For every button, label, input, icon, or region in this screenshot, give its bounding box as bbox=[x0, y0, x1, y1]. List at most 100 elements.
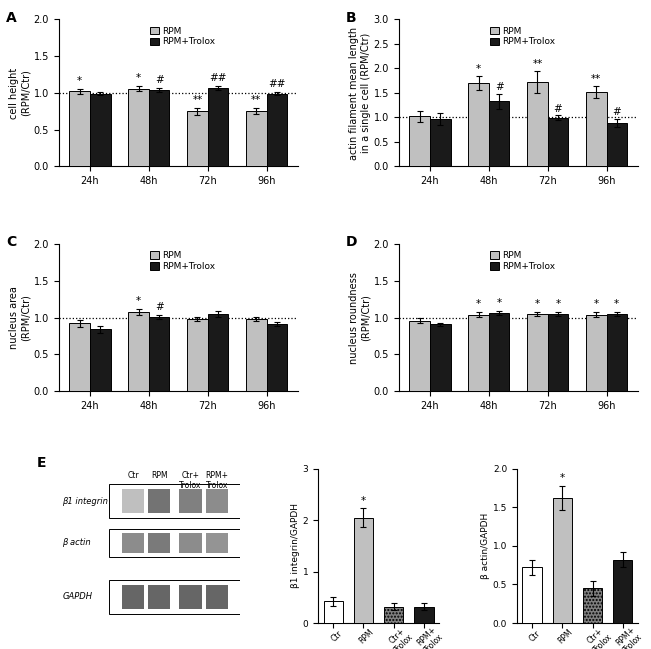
Bar bbox=[353, 518, 373, 623]
Text: Ctr: Ctr bbox=[127, 471, 139, 480]
Bar bbox=[109, 529, 240, 557]
Bar bbox=[553, 498, 572, 623]
Text: *: * bbox=[560, 472, 565, 483]
Bar bbox=[122, 585, 144, 609]
Bar bbox=[430, 119, 450, 166]
Text: #: # bbox=[613, 108, 621, 117]
Bar bbox=[187, 112, 208, 166]
Text: #: # bbox=[495, 82, 503, 92]
Bar bbox=[180, 533, 202, 553]
Text: GAPDH: GAPDH bbox=[62, 593, 92, 602]
Bar bbox=[206, 489, 228, 513]
Text: RPM: RPM bbox=[151, 471, 167, 480]
Text: ##: ## bbox=[209, 73, 227, 82]
Text: C: C bbox=[6, 236, 16, 249]
Bar bbox=[90, 93, 111, 166]
Bar bbox=[128, 88, 149, 166]
Text: A: A bbox=[6, 10, 17, 25]
Bar bbox=[206, 585, 228, 609]
Y-axis label: cell height
(RPM/Ctr): cell height (RPM/Ctr) bbox=[9, 67, 31, 119]
Legend: RPM, RPM+Trolox: RPM, RPM+Trolox bbox=[147, 24, 218, 49]
Bar bbox=[122, 489, 144, 513]
Legend: RPM, RPM+Trolox: RPM, RPM+Trolox bbox=[487, 249, 558, 274]
Bar bbox=[149, 90, 169, 166]
Text: **: ** bbox=[251, 95, 261, 105]
Text: #: # bbox=[155, 302, 163, 312]
Text: *: * bbox=[476, 299, 481, 310]
Bar bbox=[489, 101, 510, 166]
Text: *: * bbox=[77, 77, 82, 86]
Text: #: # bbox=[155, 75, 163, 85]
Bar bbox=[206, 533, 228, 553]
Text: ##: ## bbox=[268, 79, 286, 90]
Bar bbox=[122, 533, 144, 553]
Text: *: * bbox=[476, 64, 481, 74]
Text: *: * bbox=[361, 496, 366, 506]
Text: *: * bbox=[497, 298, 502, 308]
Text: Ctr+
Trolox: Ctr+ Trolox bbox=[180, 471, 202, 491]
Bar bbox=[208, 88, 229, 166]
Bar bbox=[149, 317, 169, 391]
Bar bbox=[583, 589, 602, 623]
Bar bbox=[70, 323, 90, 391]
Y-axis label: actin filament mean length
in a single cell (RPM/Ctr): actin filament mean length in a single c… bbox=[349, 27, 370, 160]
Text: RPM+
Trolox: RPM+ Trolox bbox=[205, 471, 229, 491]
Text: β1 integrin: β1 integrin bbox=[62, 496, 108, 506]
Bar bbox=[246, 112, 266, 166]
Bar bbox=[148, 489, 171, 513]
Y-axis label: β1 integrin/GAPDH: β1 integrin/GAPDH bbox=[291, 504, 299, 589]
Text: **: ** bbox=[192, 95, 202, 104]
Bar bbox=[266, 324, 287, 391]
Bar bbox=[208, 314, 229, 391]
Text: β actin: β actin bbox=[62, 538, 91, 547]
Bar bbox=[613, 560, 633, 623]
Bar bbox=[266, 93, 287, 166]
Bar bbox=[109, 580, 240, 614]
Bar bbox=[414, 607, 434, 623]
Text: #: # bbox=[553, 104, 562, 114]
Bar bbox=[384, 607, 404, 623]
Bar bbox=[586, 92, 607, 166]
Bar bbox=[607, 314, 627, 391]
Bar bbox=[324, 602, 343, 623]
Text: *: * bbox=[136, 296, 141, 306]
Bar bbox=[547, 118, 568, 166]
Text: D: D bbox=[346, 236, 357, 249]
Bar bbox=[148, 533, 171, 553]
Text: B: B bbox=[346, 10, 357, 25]
Y-axis label: nucleus roundness
(RPM/Ctr): nucleus roundness (RPM/Ctr) bbox=[349, 272, 370, 363]
Bar bbox=[527, 314, 547, 391]
Bar bbox=[409, 116, 430, 166]
Text: *: * bbox=[594, 299, 599, 310]
Bar bbox=[70, 92, 90, 166]
Text: *: * bbox=[615, 299, 619, 309]
Bar bbox=[430, 324, 450, 391]
Text: *: * bbox=[555, 299, 561, 309]
Bar bbox=[522, 567, 542, 623]
Bar bbox=[409, 321, 430, 391]
Bar bbox=[180, 489, 202, 513]
Bar bbox=[607, 123, 627, 166]
Bar bbox=[527, 82, 547, 166]
Bar bbox=[468, 83, 489, 166]
Bar bbox=[109, 484, 240, 518]
Bar bbox=[128, 312, 149, 391]
Bar bbox=[246, 319, 266, 391]
Bar bbox=[468, 315, 489, 391]
Bar bbox=[547, 314, 568, 391]
Bar bbox=[180, 585, 202, 609]
Bar bbox=[586, 315, 607, 391]
Text: **: ** bbox=[533, 60, 542, 69]
Text: *: * bbox=[136, 73, 141, 83]
Text: **: ** bbox=[591, 74, 602, 84]
Text: *: * bbox=[535, 299, 540, 309]
Legend: RPM, RPM+Trolox: RPM, RPM+Trolox bbox=[487, 24, 558, 49]
Text: E: E bbox=[37, 456, 46, 471]
Y-axis label: β actin/GAPDH: β actin/GAPDH bbox=[481, 513, 490, 579]
Bar bbox=[489, 313, 510, 391]
Bar bbox=[148, 585, 171, 609]
Bar bbox=[90, 329, 111, 391]
Bar bbox=[187, 319, 208, 391]
Legend: RPM, RPM+Trolox: RPM, RPM+Trolox bbox=[147, 249, 218, 274]
Y-axis label: nucleus area
(RPM/Ctr): nucleus area (RPM/Ctr) bbox=[9, 286, 31, 349]
